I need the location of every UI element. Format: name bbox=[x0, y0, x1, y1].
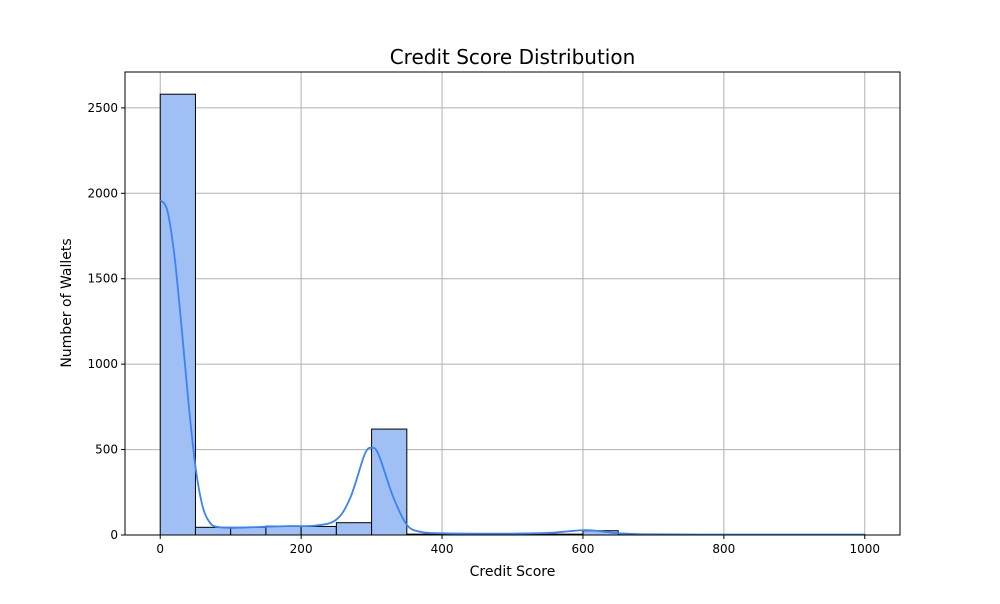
y-tick-label: 500 bbox=[95, 443, 118, 457]
bars-layer bbox=[160, 94, 865, 535]
y-tick-label: 1000 bbox=[87, 357, 118, 371]
x-tick-label: 200 bbox=[290, 542, 313, 556]
axes-layer bbox=[125, 72, 900, 535]
kde-curve bbox=[160, 200, 865, 534]
y-tick-label: 0 bbox=[110, 528, 118, 542]
y-tick-label: 1500 bbox=[87, 272, 118, 286]
x-tick-label: 0 bbox=[156, 542, 164, 556]
grid-layer bbox=[125, 72, 900, 535]
y-axis-label: Number of Wallets bbox=[59, 238, 75, 367]
histogram-bar bbox=[372, 429, 407, 535]
x-tick-label: 1000 bbox=[849, 542, 880, 556]
x-tick-label: 600 bbox=[572, 542, 595, 556]
x-axis-label: Credit Score bbox=[470, 564, 556, 580]
histogram-bar bbox=[301, 526, 336, 535]
y-tick-label: 2000 bbox=[87, 186, 118, 200]
kde-layer bbox=[160, 200, 865, 534]
ticks-layer: 0 200 400 600 800 1000 0 500 1000 1500 2000 2500 bbox=[87, 101, 880, 556]
histogram-bar bbox=[160, 94, 195, 535]
histogram-bar bbox=[336, 523, 371, 535]
axes-frame bbox=[125, 72, 900, 535]
x-tick-label: 800 bbox=[712, 542, 735, 556]
chart-title: Credit Score Distribution bbox=[390, 45, 636, 69]
x-tick-label: 400 bbox=[431, 542, 454, 556]
y-tick-label: 2500 bbox=[87, 101, 118, 115]
